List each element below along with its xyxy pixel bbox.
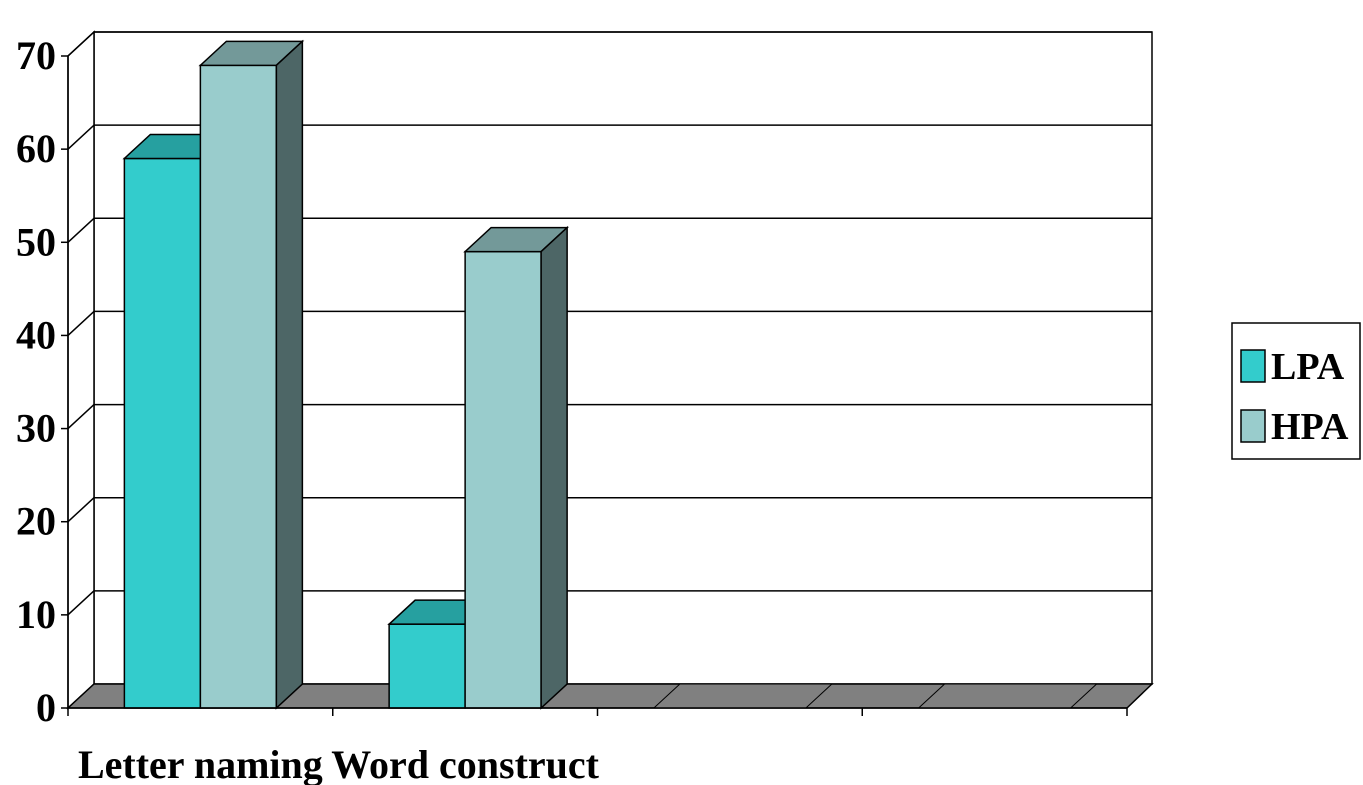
bar-front [199, 64, 278, 709]
x-category-labels: Letter naming Word construct [78, 742, 600, 785]
y-tick-labels: 0 10 20 30 40 50 60 70 [16, 33, 56, 730]
gridline-side [67, 124, 95, 150]
axes [61, 55, 1128, 716]
y-tick-label: 10 [16, 592, 56, 637]
legend-label: HPA [1271, 406, 1349, 448]
bar-front [123, 157, 202, 709]
legend: LPA HPA [1231, 322, 1361, 460]
bar-front [464, 250, 542, 709]
bar-side [540, 225, 568, 710]
gridline-side [67, 404, 95, 430]
y-tick-label: 60 [16, 126, 56, 171]
gridline-side [67, 310, 95, 336]
y-tick-label: 30 [16, 406, 56, 451]
bar-zero [652, 683, 834, 709]
y-tick-label: 20 [16, 499, 56, 544]
y-tick-label: 70 [16, 33, 56, 78]
gridline-side [67, 590, 95, 616]
gridline-side [67, 31, 95, 57]
gridline-side [67, 497, 95, 523]
x-category-label: Word construct [331, 742, 599, 785]
bar-front [388, 623, 466, 709]
legend-label: LPA [1271, 346, 1345, 388]
y-tick-label: 50 [16, 219, 56, 264]
bars [122, 39, 1098, 710]
y-tick-label: 0 [36, 685, 56, 730]
bar-side [275, 39, 304, 710]
x-category-label: Letter naming [78, 742, 323, 785]
gridline-side [67, 217, 95, 243]
left-wall [67, 30, 95, 710]
legend-swatch [1240, 409, 1266, 443]
bar-zero [917, 683, 1098, 709]
legend-swatch [1240, 349, 1266, 383]
y-tick-label: 40 [16, 312, 56, 357]
